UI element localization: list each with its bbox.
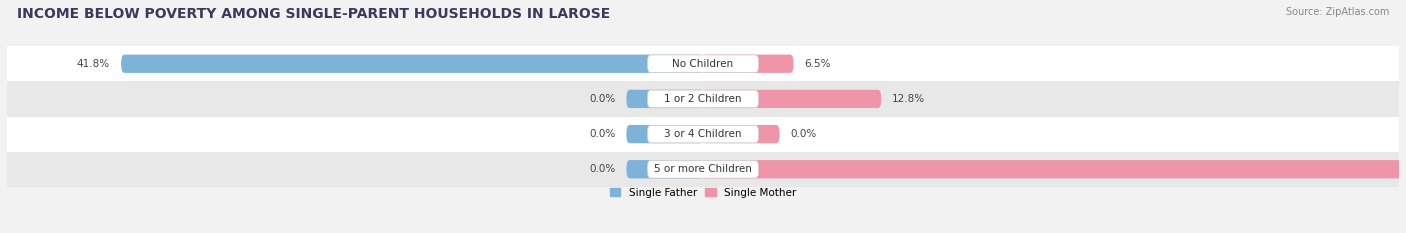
Legend: Single Father, Single Mother: Single Father, Single Mother	[610, 188, 796, 198]
FancyBboxPatch shape	[627, 160, 703, 178]
FancyBboxPatch shape	[627, 125, 703, 143]
FancyBboxPatch shape	[627, 90, 703, 108]
Text: No Children: No Children	[672, 59, 734, 69]
FancyBboxPatch shape	[121, 55, 703, 73]
Text: 1 or 2 Children: 1 or 2 Children	[664, 94, 742, 104]
Text: 5 or more Children: 5 or more Children	[654, 164, 752, 174]
FancyBboxPatch shape	[703, 160, 1406, 178]
FancyBboxPatch shape	[703, 125, 779, 143]
FancyBboxPatch shape	[647, 55, 759, 72]
Bar	[7, 152, 1399, 187]
Text: 3 or 4 Children: 3 or 4 Children	[664, 129, 742, 139]
Bar	[7, 116, 1399, 152]
Text: 41.8%: 41.8%	[77, 59, 110, 69]
Bar	[7, 81, 1399, 116]
Text: 0.0%: 0.0%	[589, 164, 616, 174]
Text: 0.0%: 0.0%	[790, 129, 817, 139]
Text: 0.0%: 0.0%	[589, 94, 616, 104]
Text: 6.5%: 6.5%	[804, 59, 831, 69]
Text: 12.8%: 12.8%	[893, 94, 925, 104]
Text: 0.0%: 0.0%	[589, 129, 616, 139]
FancyBboxPatch shape	[703, 90, 882, 108]
Text: INCOME BELOW POVERTY AMONG SINGLE-PARENT HOUSEHOLDS IN LAROSE: INCOME BELOW POVERTY AMONG SINGLE-PARENT…	[17, 7, 610, 21]
Text: Source: ZipAtlas.com: Source: ZipAtlas.com	[1285, 7, 1389, 17]
FancyBboxPatch shape	[647, 90, 759, 108]
FancyBboxPatch shape	[647, 125, 759, 143]
FancyBboxPatch shape	[647, 161, 759, 178]
FancyBboxPatch shape	[703, 55, 793, 73]
Bar	[7, 46, 1399, 81]
